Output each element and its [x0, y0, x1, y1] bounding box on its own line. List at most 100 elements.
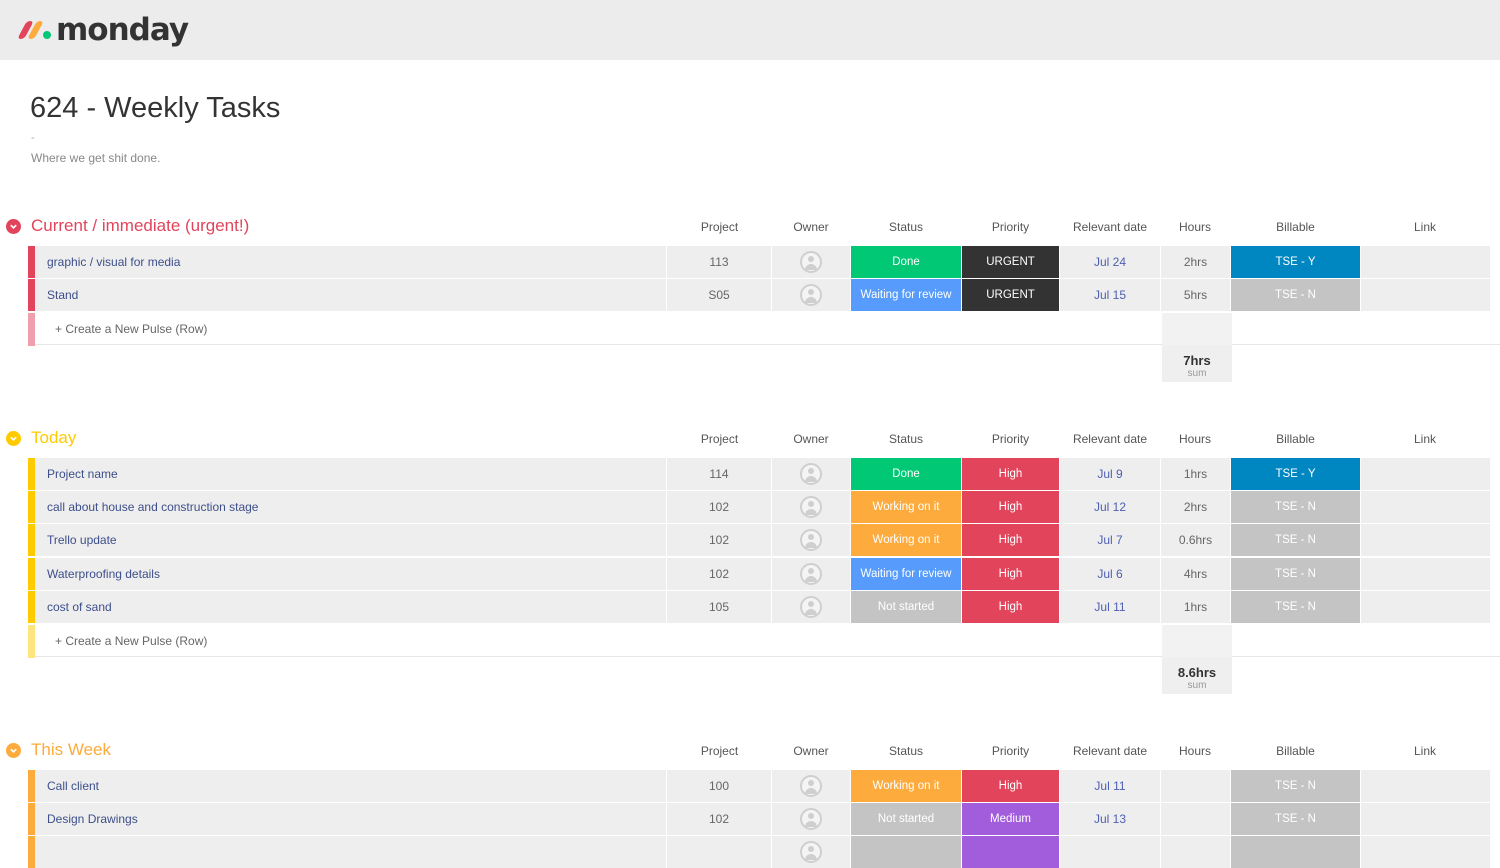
hours-cell[interactable]: 0.6hrs: [1161, 524, 1230, 556]
table-row[interactable]: Call client 100 Working on it High Jul 1…: [28, 770, 1500, 802]
hours-cell[interactable]: 1hrs: [1161, 458, 1230, 490]
hours-cell[interactable]: 4hrs: [1161, 558, 1230, 590]
column-header-project[interactable]: Project: [700, 220, 739, 234]
billable-label[interactable]: TSE - Y: [1231, 246, 1360, 278]
avatar[interactable]: [800, 463, 822, 485]
project-cell[interactable]: S05: [667, 279, 771, 311]
date-cell[interactable]: Jul 11: [1060, 591, 1160, 623]
status-label[interactable]: Working on it: [851, 491, 961, 523]
link-cell[interactable]: [1361, 770, 1490, 802]
table-row[interactable]: graphic / visual for media 113 Done URGE…: [28, 246, 1500, 278]
chevron-down-icon[interactable]: [6, 743, 21, 758]
link-cell[interactable]: [1361, 279, 1490, 311]
date-cell[interactable]: Jul 6: [1060, 558, 1160, 590]
owner-cell[interactable]: [772, 458, 850, 490]
column-header-relevant-date[interactable]: Relevant date: [1072, 744, 1148, 758]
hours-sum[interactable]: 7hrs sum: [1162, 345, 1232, 382]
column-header-project[interactable]: Project: [700, 744, 739, 758]
row-color-bar[interactable]: [28, 458, 35, 490]
link-cell[interactable]: [1361, 591, 1490, 623]
chevron-down-icon[interactable]: [6, 431, 21, 446]
row-name[interactable]: Call client: [35, 770, 666, 802]
owner-cell[interactable]: [772, 558, 850, 590]
billable-label[interactable]: TSE - N: [1231, 279, 1360, 311]
priority-label[interactable]: High: [962, 524, 1059, 556]
project-cell[interactable]: 102: [667, 491, 771, 523]
avatar[interactable]: [800, 529, 822, 551]
column-header-status[interactable]: Status: [888, 432, 924, 446]
priority-label[interactable]: High: [962, 770, 1059, 802]
hours-cell[interactable]: [1161, 770, 1230, 802]
date-cell[interactable]: Jul 7: [1060, 524, 1160, 556]
avatar[interactable]: [800, 563, 822, 585]
row-color-bar[interactable]: [28, 246, 35, 278]
group-title[interactable]: Current / immediate (urgent!): [31, 216, 250, 235]
row-name[interactable]: Project name: [35, 458, 666, 490]
hours-cell[interactable]: 5hrs: [1161, 279, 1230, 311]
status-label[interactable]: Working on it: [851, 770, 961, 802]
table-row[interactable]: call about house and construction stage …: [28, 491, 1500, 523]
table-row[interactable]: [28, 836, 1500, 868]
hours-sum[interactable]: 8.6hrs sum: [1162, 657, 1232, 694]
hours-cell[interactable]: [1161, 803, 1230, 835]
row-name[interactable]: [35, 836, 666, 868]
hours-cell[interactable]: 2hrs: [1161, 246, 1230, 278]
avatar[interactable]: [800, 596, 822, 618]
row-name[interactable]: Trello update: [35, 524, 666, 556]
row-color-bar[interactable]: [28, 491, 35, 523]
status-label[interactable]: Waiting for review: [851, 558, 961, 590]
project-cell[interactable]: 114: [667, 458, 771, 490]
project-cell[interactable]: 102: [667, 558, 771, 590]
create-pulse-row[interactable]: + Create a New Pulse (Row): [28, 625, 1500, 658]
table-row[interactable]: Design Drawings 102 Not started Medium J…: [28, 803, 1500, 835]
owner-cell[interactable]: [772, 524, 850, 556]
owner-cell[interactable]: [772, 491, 850, 523]
project-cell[interactable]: 105: [667, 591, 771, 623]
owner-cell[interactable]: [772, 246, 850, 278]
column-header-owner[interactable]: Owner: [793, 220, 829, 234]
date-cell[interactable]: Jul 15: [1060, 279, 1160, 311]
avatar[interactable]: [800, 808, 822, 830]
create-pulse-input[interactable]: + Create a New Pulse (Row): [55, 634, 208, 648]
row-color-bar[interactable]: [28, 524, 35, 556]
billable-label[interactable]: TSE - N: [1231, 770, 1360, 802]
column-header-link[interactable]: Link: [1413, 744, 1436, 758]
status-label[interactable]: Done: [851, 458, 961, 490]
column-header-status[interactable]: Status: [888, 744, 924, 758]
project-cell[interactable]: [667, 836, 771, 868]
avatar[interactable]: [800, 251, 822, 273]
date-cell[interactable]: Jul 24: [1060, 246, 1160, 278]
avatar[interactable]: [800, 284, 822, 306]
row-color-bar[interactable]: [28, 558, 35, 590]
status-label[interactable]: Not started: [851, 591, 961, 623]
link-cell[interactable]: [1361, 558, 1490, 590]
link-cell[interactable]: [1361, 246, 1490, 278]
board-description[interactable]: Where we get shit done.: [31, 151, 161, 165]
avatar[interactable]: [800, 841, 822, 863]
column-header-owner[interactable]: Owner: [793, 744, 829, 758]
column-header-project[interactable]: Project: [700, 432, 739, 446]
table-row[interactable]: Waterproofing details 102 Waiting for re…: [28, 558, 1500, 590]
owner-cell[interactable]: [772, 279, 850, 311]
table-row[interactable]: cost of sand 105 Not started High Jul 11…: [28, 591, 1500, 623]
monday-logo[interactable]: monday: [17, 10, 189, 50]
table-row[interactable]: Stand S05 Waiting for review URGENT Jul …: [28, 279, 1500, 311]
create-pulse-row[interactable]: + Create a New Pulse (Row): [28, 313, 1500, 346]
row-color-bar[interactable]: [28, 279, 35, 311]
priority-label[interactable]: Medium: [962, 803, 1059, 835]
owner-cell[interactable]: [772, 803, 850, 835]
column-header-relevant-date[interactable]: Relevant date: [1072, 220, 1148, 234]
billable-label[interactable]: TSE - N: [1231, 591, 1360, 623]
chevron-down-icon[interactable]: [6, 219, 21, 234]
group-title[interactable]: Today: [31, 428, 77, 447]
row-name[interactable]: cost of sand: [35, 591, 666, 623]
link-cell[interactable]: [1361, 491, 1490, 523]
priority-label[interactable]: [962, 836, 1059, 868]
table-row[interactable]: Trello update 102 Working on it High Jul…: [28, 524, 1500, 556]
date-cell[interactable]: Jul 11: [1060, 770, 1160, 802]
column-header-billable[interactable]: Billable: [1276, 220, 1315, 234]
row-color-bar[interactable]: [28, 591, 35, 623]
date-cell[interactable]: Jul 12: [1060, 491, 1160, 523]
column-header-priority[interactable]: Priority: [991, 744, 1030, 758]
column-header-priority[interactable]: Priority: [991, 432, 1030, 446]
